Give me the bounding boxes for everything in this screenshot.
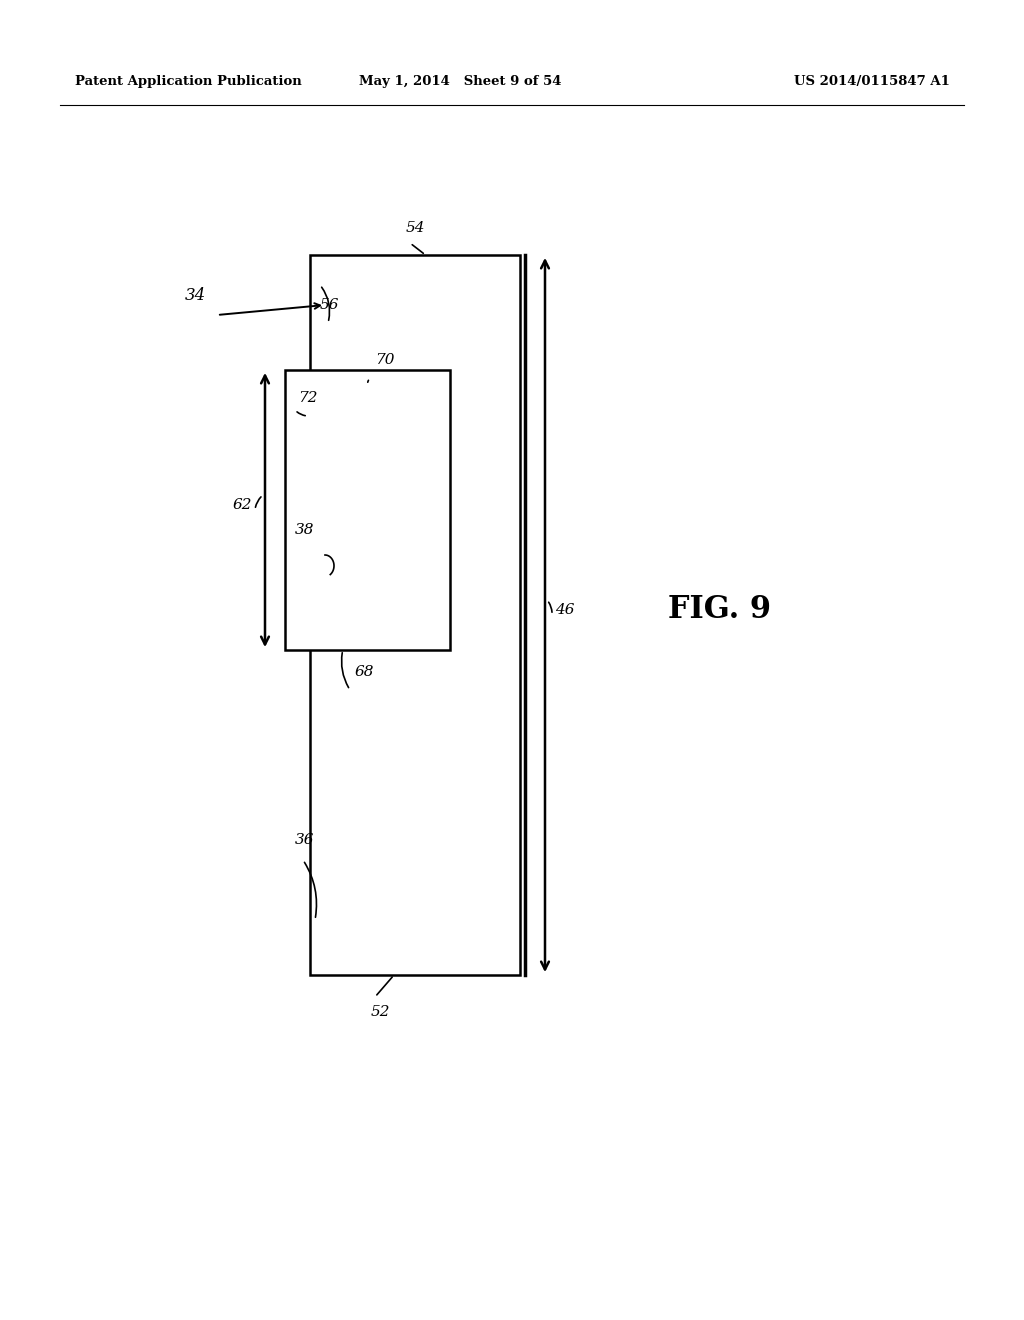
Text: 52: 52 <box>371 1005 390 1019</box>
Bar <box>285 370 450 649</box>
Text: 72: 72 <box>298 391 317 405</box>
Text: 62: 62 <box>232 498 252 512</box>
Text: 36: 36 <box>295 833 314 847</box>
Text: 56: 56 <box>319 298 340 312</box>
Text: 68: 68 <box>355 665 375 678</box>
Text: Patent Application Publication: Patent Application Publication <box>75 75 302 88</box>
Text: 38: 38 <box>295 523 314 537</box>
Bar <box>310 255 520 975</box>
Text: FIG. 9: FIG. 9 <box>669 594 771 626</box>
Text: 54: 54 <box>406 220 425 235</box>
Text: US 2014/0115847 A1: US 2014/0115847 A1 <box>795 75 950 88</box>
Text: 46: 46 <box>555 603 574 616</box>
Text: May 1, 2014   Sheet 9 of 54: May 1, 2014 Sheet 9 of 54 <box>358 75 561 88</box>
Text: 34: 34 <box>184 286 206 304</box>
Text: 70: 70 <box>375 352 394 367</box>
